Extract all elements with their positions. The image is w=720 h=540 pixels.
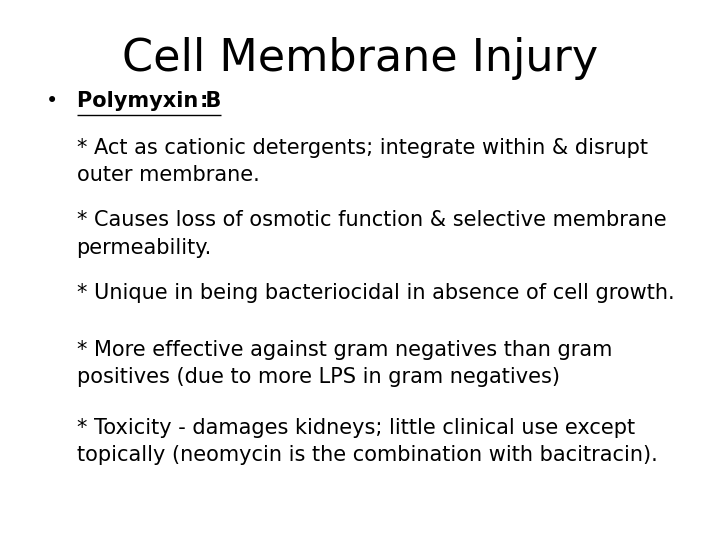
Text: * More effective against gram negatives than gram
positives (due to more LPS in : * More effective against gram negatives … (76, 340, 612, 387)
Text: Polymyxin B: Polymyxin B (76, 91, 221, 111)
Text: :: : (199, 91, 208, 111)
Text: •: • (45, 91, 58, 111)
Text: * Causes loss of osmotic function & selective membrane
permeability.: * Causes loss of osmotic function & sele… (76, 211, 666, 258)
Text: * Act as cationic detergents; integrate within & disrupt
outer membrane.: * Act as cationic detergents; integrate … (76, 138, 647, 185)
Text: * Toxicity - damages kidneys; little clinical use except
topically (neomycin is : * Toxicity - damages kidneys; little cli… (76, 418, 657, 465)
Text: Cell Membrane Injury: Cell Membrane Injury (122, 37, 598, 80)
Text: * Unique in being bacteriocidal in absence of cell growth.: * Unique in being bacteriocidal in absen… (76, 283, 674, 303)
